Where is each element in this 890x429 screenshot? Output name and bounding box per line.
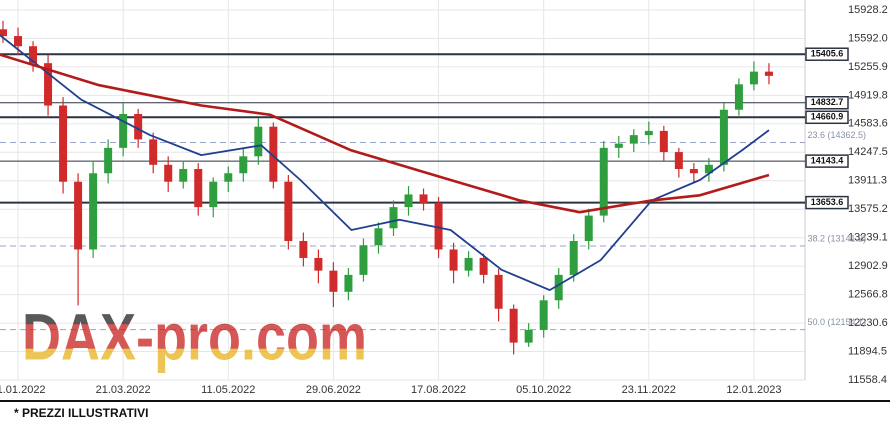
moving-average	[0, 34, 770, 291]
candle-body	[14, 36, 23, 47]
footnote: * PREZZI ILLUSTRATIVI	[14, 406, 148, 420]
candle-body	[389, 207, 398, 229]
candle-body	[674, 152, 683, 170]
candle-body	[119, 113, 128, 148]
y-tick-label: 14919.8	[848, 89, 888, 101]
level-label: 15405.6	[811, 49, 844, 59]
x-tick-label: 12.01.2023	[726, 384, 781, 396]
candle-body	[509, 308, 518, 343]
candle-body	[569, 241, 578, 275]
level-label: 14832.7	[811, 97, 844, 107]
candle-body	[704, 164, 713, 174]
level-box	[805, 110, 849, 125]
candle-body	[269, 126, 278, 182]
x-tick-label: 23.11.2022	[622, 384, 676, 396]
candle-body	[209, 181, 218, 208]
x-tick-label: 31.01.2022	[0, 384, 46, 396]
candle-body	[764, 71, 773, 76]
x-tick-label: 17.08.2022	[411, 384, 466, 396]
level-box	[805, 154, 849, 168]
x-tick-label: 05.10.2022	[516, 384, 571, 396]
y-tick-label: 12230.6	[848, 317, 888, 329]
candle-body	[599, 147, 608, 216]
y-tick-label: 15255.9	[848, 61, 888, 73]
level-box	[805, 95, 849, 110]
y-tick-label: 12902.9	[848, 260, 888, 272]
candle-body	[539, 300, 548, 330]
candle-body	[254, 126, 263, 157]
candle-body	[359, 245, 368, 275]
x-tick-label: 29.06.2022	[306, 384, 361, 396]
candle-body	[464, 257, 473, 271]
candle-body	[719, 109, 728, 165]
candle-body	[179, 169, 188, 182]
level-box	[805, 195, 849, 210]
candle-body	[479, 257, 488, 275]
moving-average	[0, 53, 770, 214]
candle-body	[734, 84, 743, 110]
candle-body	[224, 173, 233, 182]
candle-body	[74, 181, 83, 250]
level-label: 13653.6	[811, 197, 844, 207]
candle-body	[344, 274, 353, 292]
y-tick-label: 14247.5	[848, 146, 888, 158]
candle-body	[164, 164, 173, 182]
candle-body	[434, 202, 443, 250]
candle-body	[0, 29, 8, 37]
candle-body	[584, 215, 593, 242]
y-tick-label: 11558.4	[848, 374, 887, 386]
candle-body	[299, 241, 308, 258]
candle-body	[449, 249, 458, 271]
candle-body	[419, 194, 428, 203]
candle-body	[329, 270, 338, 292]
candle-body	[89, 173, 98, 250]
candle-body	[284, 181, 293, 242]
fib-label: 23.6 (14362.5)	[807, 130, 866, 140]
candle-body	[134, 113, 143, 140]
candle-body	[629, 135, 638, 144]
candle-body	[59, 105, 68, 182]
candle-body	[494, 274, 503, 309]
y-tick-label: 13575.2	[848, 203, 888, 215]
level-box	[805, 47, 849, 61]
candle-body	[29, 46, 38, 64]
y-tick-label: 14583.6	[848, 118, 888, 130]
y-tick-label: 15592.0	[848, 32, 888, 44]
y-tick-label: 13239.1	[848, 232, 888, 244]
y-tick-label: 12566.8	[848, 289, 888, 301]
y-tick-label: 13911.3	[848, 175, 887, 187]
y-tick-label: 15928.2	[848, 4, 888, 16]
level-label: 14143.4	[811, 155, 844, 165]
level-label: 14660.9	[811, 112, 844, 122]
candle-body	[689, 169, 698, 174]
fib-label: 50.0 (12154.1)	[807, 317, 866, 327]
x-tick-label: 21.03.2022	[96, 384, 151, 396]
candle-body	[749, 71, 758, 85]
candle-body	[44, 63, 53, 106]
candle-body	[404, 194, 413, 208]
y-tick-label: 11894.5	[848, 345, 887, 357]
candle-body	[314, 257, 323, 271]
candle-body	[149, 139, 158, 165]
candle-body	[374, 228, 383, 246]
watermark: DAX-pro.com	[22, 299, 367, 373]
candle-body	[524, 329, 533, 343]
candle-body	[239, 156, 248, 174]
x-tick-label: 11.05.2022	[201, 384, 255, 396]
candle-body	[104, 147, 113, 174]
fib-label: 38.2 (13141.2)	[807, 233, 866, 243]
candle-body	[554, 274, 563, 301]
candle-body	[644, 130, 653, 136]
candle-body	[194, 169, 203, 208]
candle-body	[659, 130, 668, 153]
candle-body	[614, 143, 623, 148]
